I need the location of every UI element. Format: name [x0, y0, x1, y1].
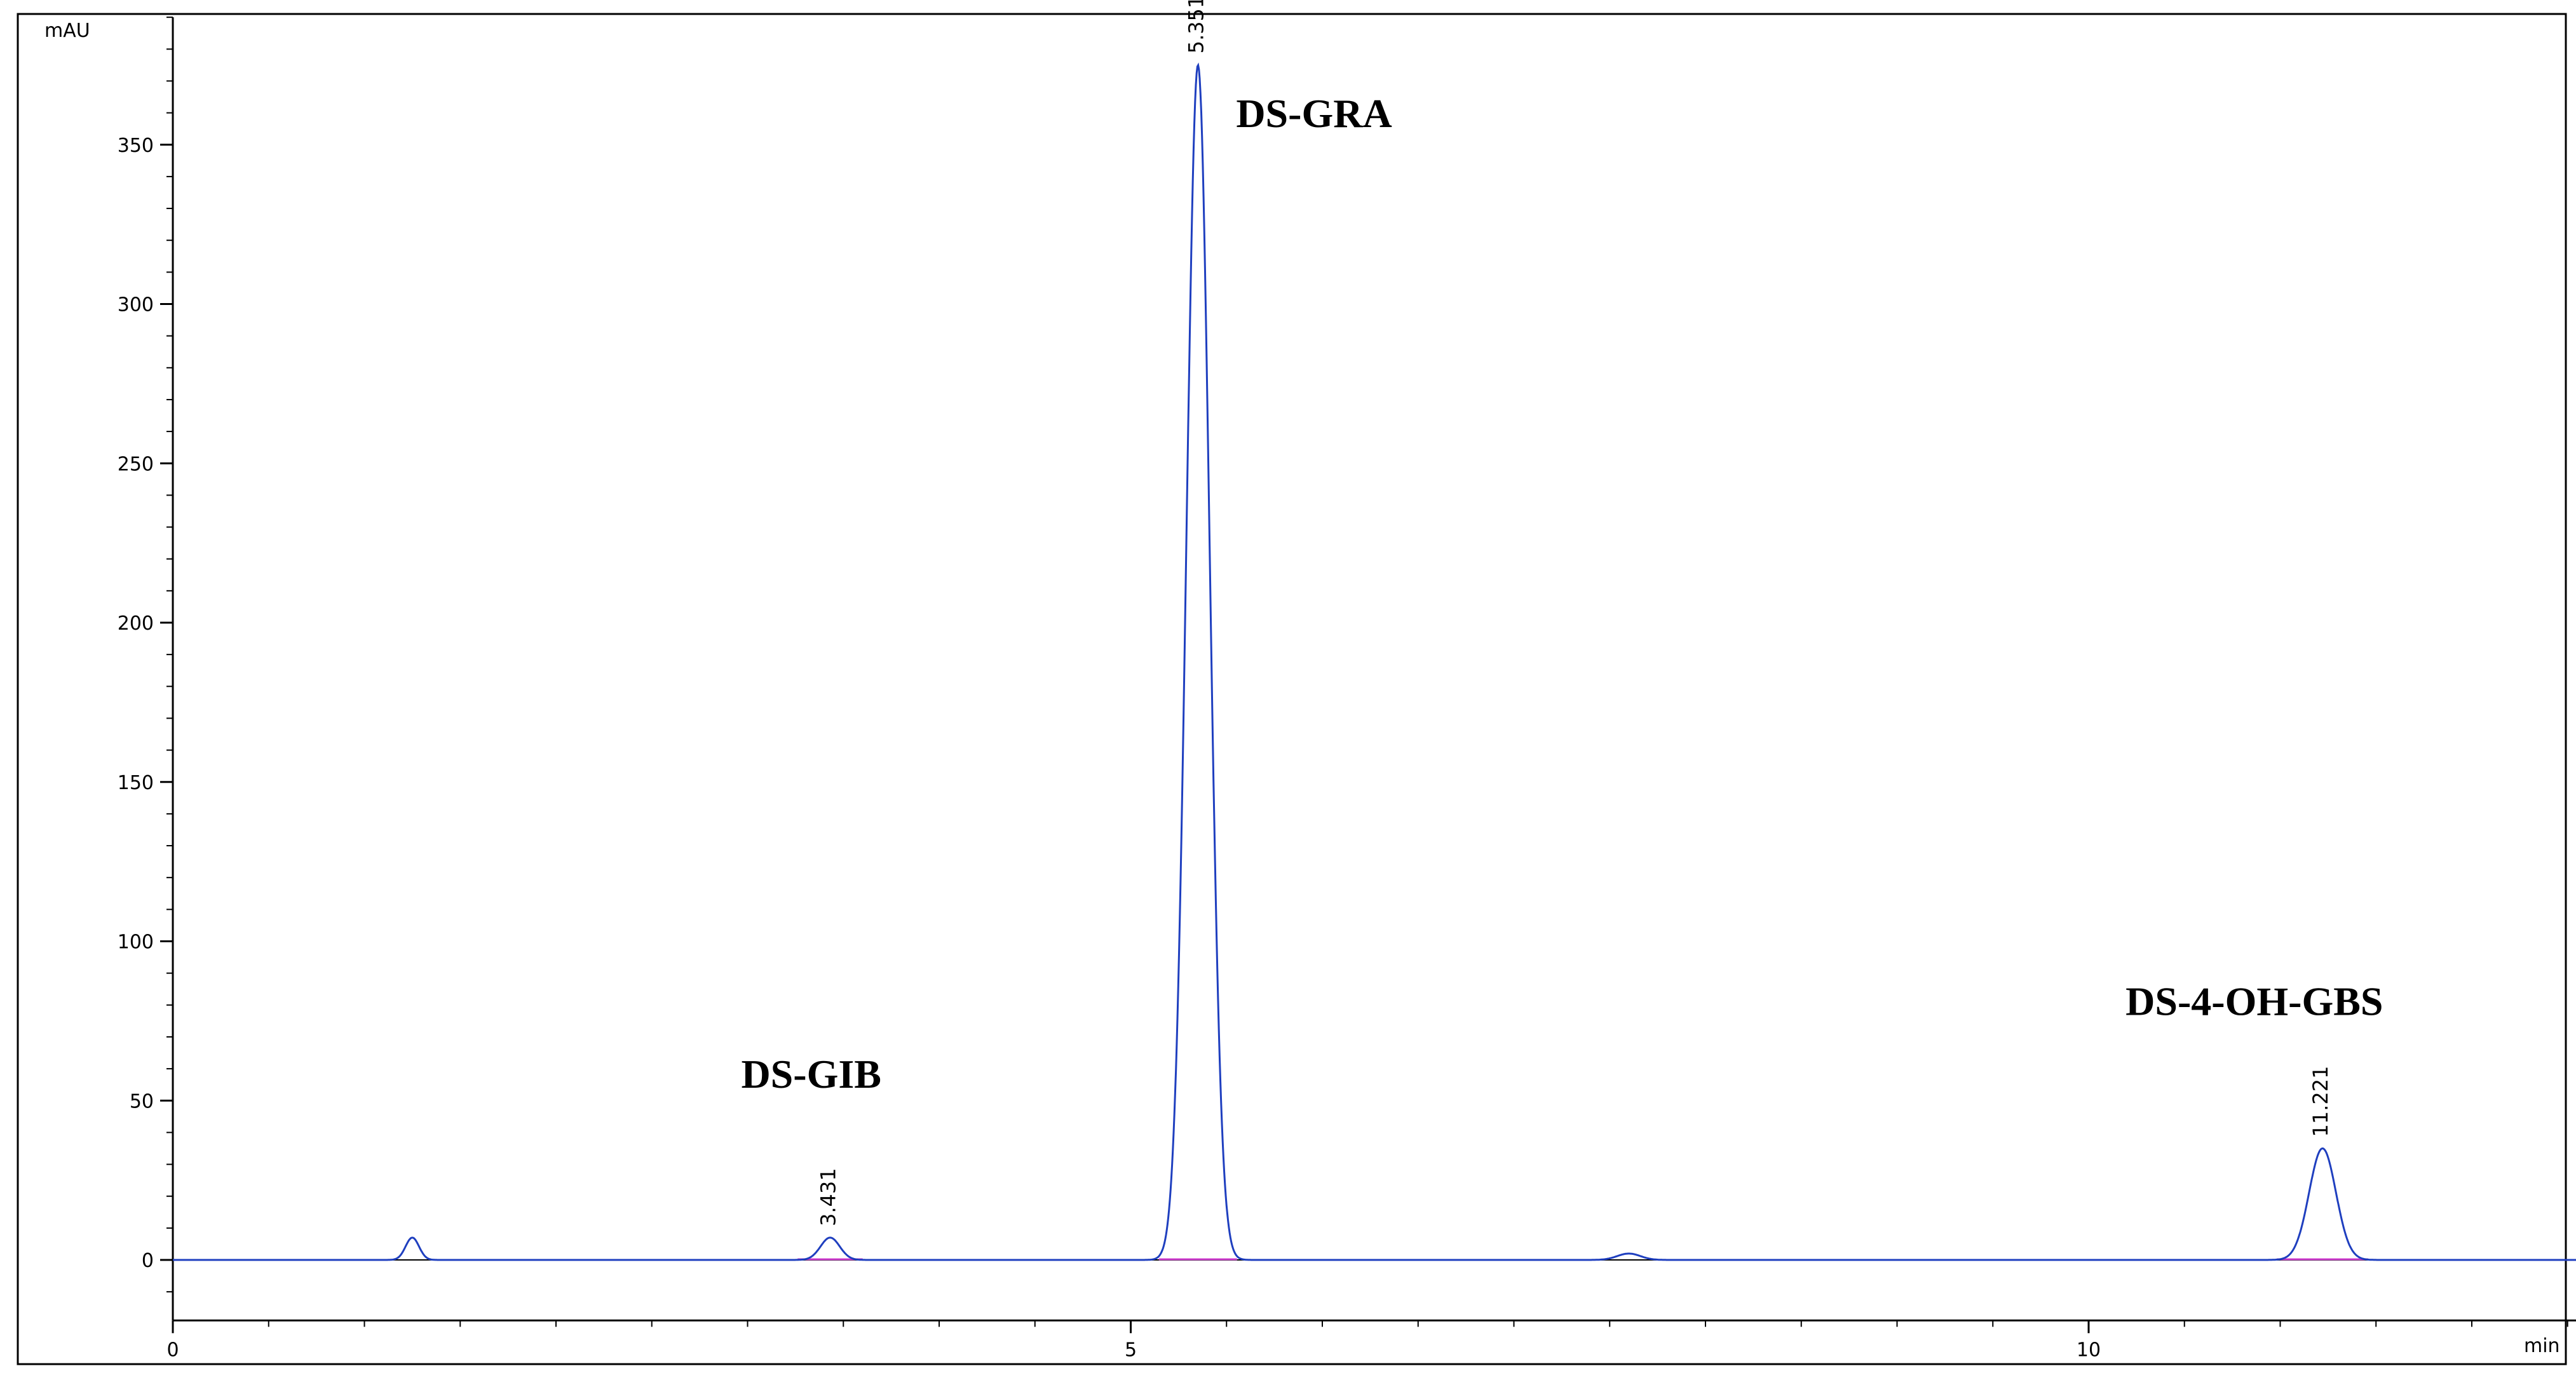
y-tick-label: 250 [118, 453, 154, 475]
x-tick-label: 0 [166, 1339, 179, 1361]
y-tick-label: 350 [118, 135, 154, 157]
x-tick-label: 10 [2077, 1339, 2101, 1361]
y-tick-label: 200 [118, 612, 154, 635]
compound-label: DS-4-OH-GBS [2125, 978, 2383, 1024]
compound-label: DS-GIB [741, 1052, 881, 1097]
peak-retention-time-label: 11.221 [2308, 1066, 2333, 1137]
y-axis-unit-label: mAU [44, 20, 90, 42]
x-axis-unit-label: min [2524, 1335, 2560, 1357]
y-tick-label: 100 [118, 931, 154, 954]
signal-trace [173, 62, 2576, 1261]
chromatogram-trace [173, 62, 2576, 1261]
peak-labels: 3.431DS-GIB5.351DS-GRA11.221DS-4-OH-GBS1… [741, 0, 2383, 1226]
y-tick-label: 50 [130, 1090, 154, 1113]
x-tick-label: 5 [1125, 1339, 1137, 1361]
y-tick-label: 0 [142, 1250, 154, 1272]
peak-retention-time-label: 5.351 [1184, 0, 1208, 53]
y-tick-label: 300 [118, 294, 154, 316]
y-tick-label: 150 [118, 772, 154, 794]
compound-label: DS-GRA [1236, 91, 1392, 136]
plot-frame [17, 13, 2567, 1365]
peak-retention-time-label: 3.431 [816, 1168, 840, 1226]
